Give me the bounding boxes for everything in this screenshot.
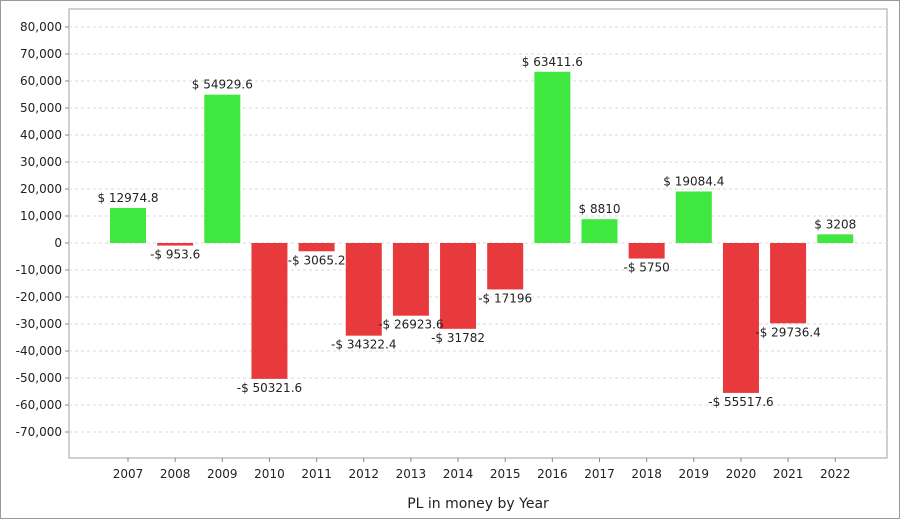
data-label: $ 19084.4 [663, 174, 724, 188]
bar-2015 [487, 243, 524, 290]
bar-2012 [345, 243, 382, 336]
plot-area [68, 8, 888, 459]
x-axis-ticks: 2007 2008 2009 2010 2011 2012 2013 2014 2015 2016… [113, 458, 851, 481]
y-axis-ticks: 80,000 70,000 60,000 50,000 40,000 30,000 20,0… [16, 20, 69, 439]
bar-2009 [204, 94, 241, 243]
y-tick-label: 40,000 [20, 128, 62, 142]
x-tick-label: 2019 [679, 467, 710, 481]
bar-2013 [392, 243, 429, 316]
x-tick-label: 2015 [490, 467, 521, 481]
data-label: -$ 17196 [478, 291, 532, 305]
data-label: -$ 5750 [623, 261, 669, 275]
y-tick-label: 10,000 [20, 209, 62, 223]
y-tick-label: -50,000 [16, 371, 62, 385]
bar-2008 [157, 243, 194, 246]
y-tick-label: 20,000 [20, 182, 62, 196]
data-label: -$ 953.6 [150, 248, 200, 262]
y-tick-label: 30,000 [20, 155, 62, 169]
bar-2011 [298, 243, 335, 252]
x-tick-label: 2011 [301, 467, 332, 481]
y-tick-label: -30,000 [16, 317, 62, 331]
y-tick-label: 50,000 [20, 101, 62, 115]
data-label: -$ 26923.6 [378, 318, 443, 332]
x-tick-label: 2014 [443, 467, 474, 481]
bar-2022 [817, 234, 854, 243]
x-tick-label: 2021 [773, 467, 804, 481]
gridlines [69, 26, 887, 433]
x-tick-label: 2020 [726, 467, 757, 481]
x-tick-label: 2016 [537, 467, 568, 481]
data-labels: $ 12974.8 -$ 953.6 $ 54929.6 -$ 50321.6 -$ 3… [97, 55, 856, 409]
x-tick-label: 2017 [584, 467, 615, 481]
y-tick-label: -20,000 [16, 290, 62, 304]
data-label: $ 63411.6 [522, 55, 583, 69]
bar-2018 [628, 243, 665, 259]
data-label: -$ 50321.6 [237, 381, 302, 395]
x-tick-label: 2013 [396, 467, 427, 481]
y-tick-label: -60,000 [16, 398, 62, 412]
bar-2021 [770, 243, 807, 324]
y-tick-label: -70,000 [16, 425, 62, 439]
y-tick-label: -10,000 [16, 263, 62, 277]
bar-2016 [534, 71, 571, 243]
data-label: $ 8810 [579, 202, 621, 216]
data-label: -$ 34322.4 [331, 338, 396, 352]
x-tick-label: 2022 [820, 467, 851, 481]
x-tick-label: 2007 [113, 467, 144, 481]
bar-2007 [110, 207, 146, 243]
x-tick-label: 2009 [207, 467, 238, 481]
x-axis-title: PL in money by Year [407, 496, 549, 512]
x-tick-label: 2010 [254, 467, 285, 481]
y-tick-label: 80,000 [20, 20, 62, 34]
bar-2014 [440, 243, 477, 329]
y-tick-label: 60,000 [20, 74, 62, 88]
data-label: -$ 55517.6 [708, 395, 773, 409]
data-label: -$ 3065.2 [288, 253, 346, 267]
x-tick-label: 2008 [160, 467, 191, 481]
data-label: -$ 31782 [431, 331, 485, 345]
bar-2010 [251, 243, 288, 379]
x-tick-label: 2018 [631, 467, 662, 481]
x-tick-label: 2012 [348, 467, 379, 481]
y-tick-label: -40,000 [16, 344, 62, 358]
bar-2019 [675, 191, 712, 243]
bars [110, 71, 854, 393]
y-tick-label: 0 [54, 236, 62, 250]
data-label: $ 12974.8 [97, 191, 158, 205]
bar-2020 [722, 243, 759, 393]
data-label: $ 3208 [814, 217, 856, 231]
data-label: -$ 29736.4 [755, 325, 820, 339]
y-tick-label: 70,000 [20, 47, 62, 61]
bar-2017 [581, 219, 618, 243]
data-label: $ 54929.6 [192, 78, 253, 92]
